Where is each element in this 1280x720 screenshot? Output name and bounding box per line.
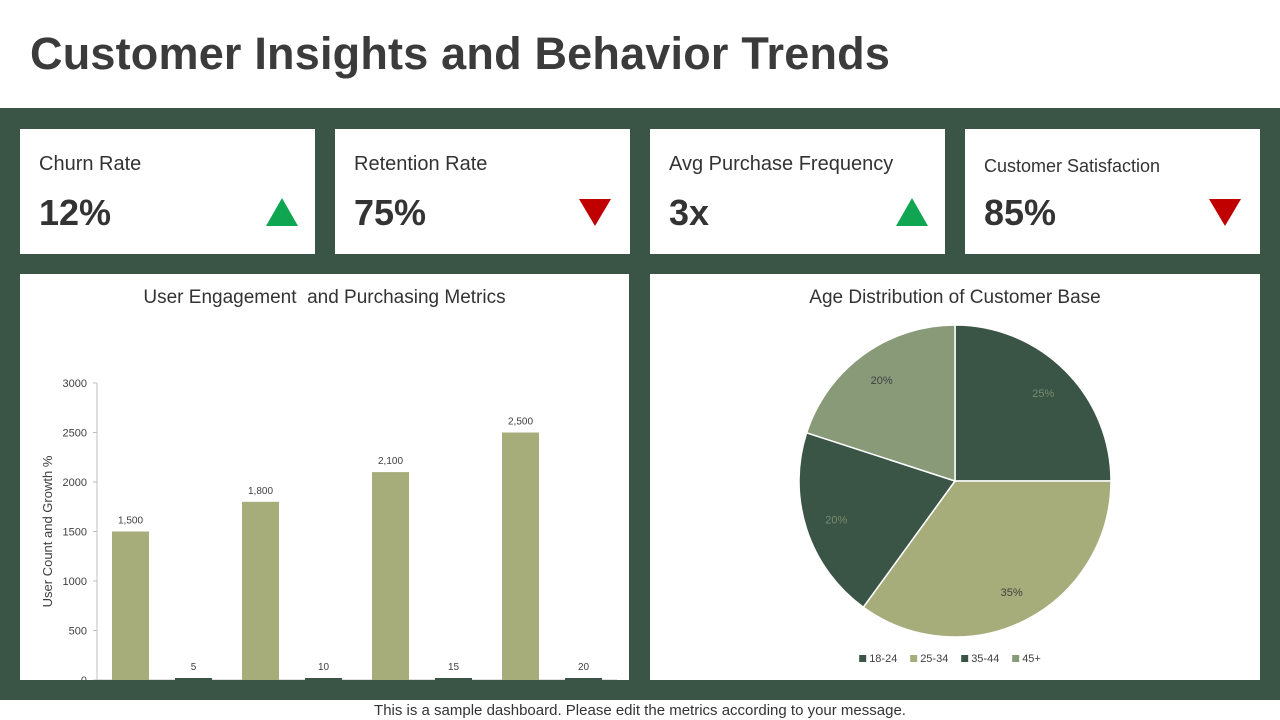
kpi-card-customer-satisfaction: Customer Satisfaction 85%: [965, 129, 1260, 254]
y-tick-label: 2000: [63, 477, 87, 489]
kpi-value: 75%: [354, 192, 427, 233]
bar: [502, 432, 539, 680]
bar-chart: 050010001500200025003000Jan1,5005Feb1,80…: [40, 378, 617, 680]
bar: [435, 678, 472, 680]
dashboard-panel: Churn Rate 12% Retention Rate 75% Avg Pu…: [0, 108, 1280, 700]
legend-label: 25-34: [920, 653, 948, 665]
data-label: 2,500: [508, 417, 533, 428]
pie-chart-card: Age Distribution of Customer Base 25% 35%…: [650, 274, 1260, 680]
bar: [372, 472, 409, 680]
bar-chart-card: User Engagement and Purchasing Metrics 0…: [20, 274, 629, 680]
y-tick-label: 2500: [63, 428, 87, 440]
legend-label: 18-24: [869, 653, 897, 665]
triangle-down-icon: [1209, 199, 1241, 226]
pie-slice: [798, 431, 957, 609]
pie-data-label: 35%: [1001, 587, 1023, 599]
y-tick-label: 500: [69, 626, 87, 638]
bar: [565, 678, 602, 680]
legend-swatch: [1012, 655, 1020, 662]
kpi-value: 85%: [984, 192, 1057, 233]
kpi-label: Retention Rate: [354, 153, 488, 175]
page-title: Customer Insights and Behavior Trends: [30, 28, 891, 79]
pie-slice: [954, 324, 1112, 482]
pie-data-label: 25%: [1032, 388, 1054, 400]
triangle-up-icon: [266, 198, 298, 226]
kpi-card-avg-purchase-frequency: Avg Purchase Frequency 3x: [650, 129, 945, 254]
data-label: 15: [448, 662, 460, 673]
triangle-down-icon: [579, 199, 611, 226]
legend-swatch: [961, 655, 969, 662]
bar: [242, 501, 279, 680]
legend-swatch: [859, 655, 867, 662]
legend-label: 45+: [1022, 653, 1041, 665]
triangle-up-icon: [896, 198, 928, 226]
pie-slice: [805, 324, 956, 483]
bar: [175, 678, 212, 680]
y-tick-label: 3000: [63, 378, 87, 390]
pie-data-label: 20%: [825, 515, 847, 527]
kpi-value: 3x: [669, 192, 710, 233]
kpi-value: 12%: [39, 192, 112, 233]
pie-chart-title: Age Distribution of Customer Base: [809, 287, 1101, 308]
kpi-label: Customer Satisfaction: [984, 156, 1161, 176]
pie-data-label: 20%: [871, 375, 893, 387]
footer-note: This is a sample dashboard. Please edit …: [374, 702, 906, 719]
data-label: 1,500: [118, 516, 143, 527]
kpi-label: Avg Purchase Frequency: [669, 153, 894, 175]
y-tick-label: 1500: [63, 527, 87, 539]
kpi-label: Churn Rate: [39, 153, 142, 175]
y-tick-label: 1000: [63, 576, 87, 588]
pie-chart: 25% 35% 20% 20% 18-24 25-34 35-44 45+: [798, 324, 1112, 665]
legend-swatch: [910, 655, 918, 662]
kpi-card-retention-rate: Retention Rate 75%: [335, 129, 630, 254]
pie-slice: [862, 480, 1112, 638]
data-label: 2,100: [378, 456, 403, 467]
bar: [112, 531, 149, 680]
data-label: 1,800: [248, 486, 273, 497]
kpi-card-churn-rate: Churn Rate 12%: [20, 129, 315, 254]
data-label: 5: [191, 662, 197, 673]
data-label: 20: [578, 662, 590, 673]
y-tick-label: 0: [81, 675, 87, 680]
data-label: 10: [318, 662, 330, 673]
legend-label: 35-44: [971, 653, 999, 665]
y-axis-title: User Count and Growth %: [40, 455, 55, 607]
bar-chart-title: User Engagement and Purchasing Metrics: [143, 287, 506, 308]
bar: [305, 678, 342, 680]
